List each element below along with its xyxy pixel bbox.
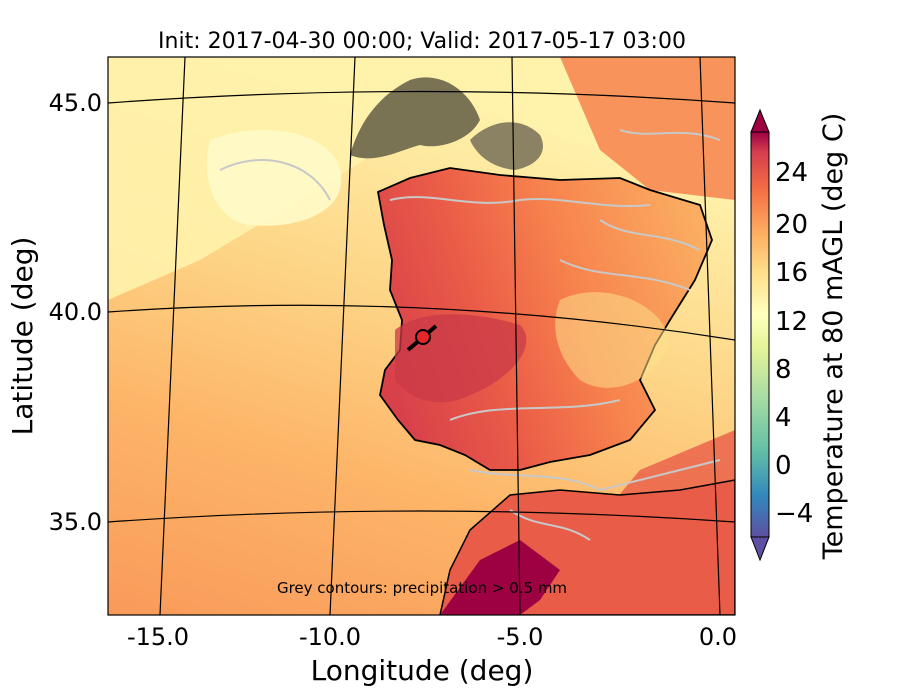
y-axis-label: Latitude (deg) — [6, 237, 39, 436]
colorbar-tick-label: 12 — [775, 307, 808, 337]
hot-africa-core — [440, 540, 560, 615]
map-panel: Grey contours: precipitation > 0.5 mm — [108, 57, 735, 615]
precip-contours — [219, 129, 721, 541]
y-tick-label: 40.0 — [49, 298, 102, 326]
site-marker — [406, 324, 438, 352]
y-tick-label: 35.0 — [49, 508, 102, 536]
colorbar-tick-label: 16 — [775, 258, 808, 288]
pale-land-east — [555, 292, 670, 388]
warm-sea-east — [560, 57, 735, 200]
x-tick-label: 0.0 — [699, 623, 737, 651]
colorbar-label: Temperature at 80 mAGL (deg C) — [818, 113, 849, 561]
x-tick-label: -10.0 — [299, 623, 361, 651]
y-tick-labels: 45.0 40.0 35.0 — [49, 89, 102, 536]
colorbar-tick-label: 0 — [775, 451, 792, 481]
x-axis-label: Longitude (deg) — [311, 654, 534, 687]
x-tick-label: -15.0 — [127, 623, 189, 651]
terrain-pyrenees — [470, 122, 543, 170]
map-frame — [107, 56, 736, 616]
pale-sea-patch — [206, 130, 342, 226]
terrain-alps-north — [350, 77, 480, 159]
x-tick-label: -5.0 — [497, 623, 544, 651]
colorbar-body — [750, 131, 770, 538]
colorbar-tick-label: 4 — [775, 403, 792, 433]
y-tick-label: 45.0 — [49, 89, 102, 117]
colorbar: −4 0 4 8 12 16 20 24 Temperature at 80 m… — [750, 108, 849, 562]
figure-title: Init: 2017-04-30 00:00; Valid: 2017-05-1… — [158, 29, 686, 54]
x-tick-labels: -15.0 -10.0 -5.0 0.0 — [127, 623, 737, 651]
colorbar-tick-labels: −4 0 4 8 12 16 20 24 — [775, 158, 813, 529]
colorbar-tick-label: 8 — [775, 355, 792, 385]
colorbar-tick-label: 24 — [775, 158, 808, 188]
colorbar-extend-min — [750, 536, 770, 562]
precip-annotation: Grey contours: precipitation > 0.5 mm — [277, 579, 567, 597]
graticule — [108, 57, 735, 615]
colorbar-tick-label: −4 — [775, 499, 813, 529]
colorbar-tick-label: 20 — [775, 210, 808, 240]
colorbar-extend-max — [750, 108, 770, 133]
